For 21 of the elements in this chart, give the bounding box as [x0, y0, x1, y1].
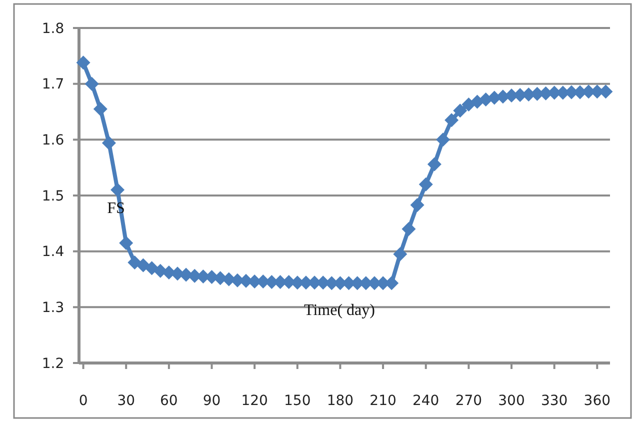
- x-tick-label: 60: [160, 393, 178, 409]
- x-tick-label: 240: [412, 393, 440, 409]
- x-tick-label: 270: [455, 393, 482, 409]
- annotation: Time( day): [304, 302, 375, 319]
- y-tick-label: 1.8: [42, 20, 64, 37]
- x-tick-label: 180: [326, 393, 354, 409]
- x-tick-label: 120: [241, 393, 268, 409]
- x-tick-label: 210: [370, 393, 396, 409]
- x-tick-label: 0: [78, 393, 88, 409]
- x-tick-label: 150: [284, 393, 311, 409]
- y-tick-label: 1.4: [42, 244, 64, 260]
- y-tick-label: 1.5: [42, 188, 64, 204]
- y-tick-label: 1.7: [42, 76, 64, 93]
- y-tick-label: 1.3: [42, 300, 64, 316]
- x-tick-label: 330: [540, 393, 568, 409]
- x-tick-label: 30: [117, 393, 136, 409]
- x-tick-label: 300: [498, 393, 525, 409]
- x-tick-label: 90: [202, 393, 221, 409]
- x-tick-label: 360: [584, 393, 611, 409]
- y-tick-label: 1.2: [42, 356, 64, 372]
- y-tick-label: 1.6: [42, 132, 64, 149]
